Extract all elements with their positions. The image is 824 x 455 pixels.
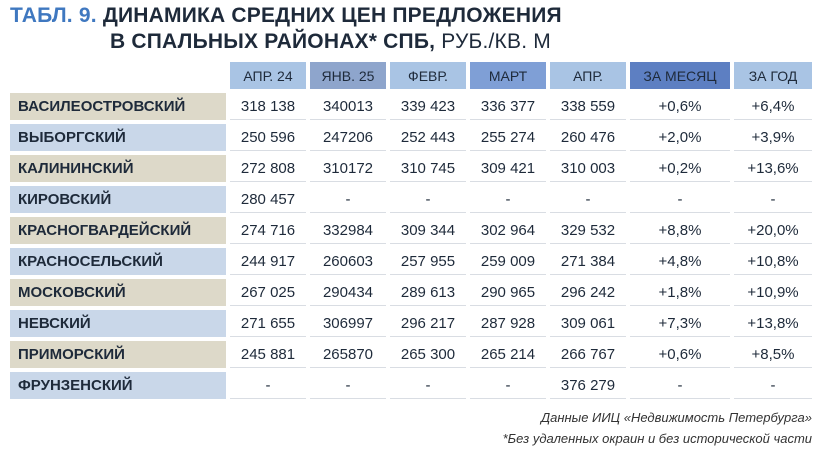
cell: +6,4% xyxy=(734,93,812,120)
cell: 309 061 xyxy=(550,310,626,337)
cell: 266 767 xyxy=(550,341,626,368)
table: АПР. 24 ЯНВ. 25 ФЕВР. МАРТ АПР. ЗА МЕСЯЦ ЗА ГО… xyxy=(10,62,812,399)
cell: 272 808 xyxy=(230,155,306,182)
cell: 296 217 xyxy=(390,310,466,337)
cell: 339 423 xyxy=(390,93,466,120)
column-header: ЗА ГОД xyxy=(734,62,812,89)
cell: 287 928 xyxy=(470,310,546,337)
cell: 267 025 xyxy=(230,279,306,306)
cell: 250 596 xyxy=(230,124,306,151)
cell: 306997 xyxy=(310,310,386,337)
cell: - xyxy=(734,372,812,399)
cell: - xyxy=(550,186,626,213)
cell: 290434 xyxy=(310,279,386,306)
cell: 309 421 xyxy=(470,155,546,182)
row-header: КИРОВСКИЙ xyxy=(10,186,226,213)
column-header: АПР. xyxy=(550,62,626,89)
title: В СПАЛЬНЫХ РАЙОНАХ* СПБ, xyxy=(110,30,436,53)
unit: РУБ./КВ. М xyxy=(441,30,551,53)
corner xyxy=(10,62,226,89)
cell: 259 009 xyxy=(470,248,546,275)
cell: 318 138 xyxy=(230,93,306,120)
cell: 274 716 xyxy=(230,217,306,244)
cell: +13,6% xyxy=(734,155,812,182)
cell: 257 955 xyxy=(390,248,466,275)
cell: 290 965 xyxy=(470,279,546,306)
cell: +3,9% xyxy=(734,124,812,151)
cell: 310 745 xyxy=(390,155,466,182)
cell: +0,6% xyxy=(630,93,730,120)
column-header: ЗА МЕСЯЦ xyxy=(630,62,730,89)
row-header: МОСКОВСКИЙ xyxy=(10,279,226,306)
cell: 244 917 xyxy=(230,248,306,275)
cell: - xyxy=(630,372,730,399)
cell: - xyxy=(310,372,386,399)
cell: 271 655 xyxy=(230,310,306,337)
column-header: ЯНВ. 25 xyxy=(310,62,386,89)
cell: 309 344 xyxy=(390,217,466,244)
cell: 265 214 xyxy=(470,341,546,368)
source: Данные ИИЦ «Недвижимость Петербурга» xyxy=(540,410,812,425)
cell: 271 384 xyxy=(550,248,626,275)
cell: - xyxy=(230,372,306,399)
cell: +1,8% xyxy=(630,279,730,306)
cell: - xyxy=(390,186,466,213)
row-header: КРАСНОСЕЛЬСКИЙ xyxy=(10,248,226,275)
cell: +0,2% xyxy=(630,155,730,182)
cell: 260 476 xyxy=(550,124,626,151)
row-header: ПРИМОРСКИЙ xyxy=(10,341,226,368)
cell: 296 242 xyxy=(550,279,626,306)
cell: +13,8% xyxy=(734,310,812,337)
row-header: ВЫБОРГСКИЙ xyxy=(10,124,226,151)
title-line: ТАБЛ. 9. ДИНАМИКА СРЕДНИХ ЦЕН ПРЕДЛОЖЕНИ… xyxy=(10,4,562,28)
cell: 245 881 xyxy=(230,341,306,368)
row-header: НЕВСКИЙ xyxy=(10,310,226,337)
cell: 260603 xyxy=(310,248,386,275)
cell: 302 964 xyxy=(470,217,546,244)
cell: +20,0% xyxy=(734,217,812,244)
cell: +10,8% xyxy=(734,248,812,275)
cell: 310 003 xyxy=(550,155,626,182)
note: *Без удаленных окраин и без исторической… xyxy=(502,431,812,446)
cell: 265 300 xyxy=(390,341,466,368)
cell: +0,6% xyxy=(630,341,730,368)
cell: +10,9% xyxy=(734,279,812,306)
cell: +4,8% xyxy=(630,248,730,275)
cell: 338 559 xyxy=(550,93,626,120)
cell: - xyxy=(630,186,730,213)
cell: - xyxy=(470,186,546,213)
cell: 289 613 xyxy=(390,279,466,306)
cell: 329 532 xyxy=(550,217,626,244)
cell: 255 274 xyxy=(470,124,546,151)
cell: - xyxy=(470,372,546,399)
cell: - xyxy=(734,186,812,213)
cell: 340013 xyxy=(310,93,386,120)
cell: - xyxy=(310,186,386,213)
row-header: КАЛИНИНСКИЙ xyxy=(10,155,226,182)
cell: - xyxy=(390,372,466,399)
row-header: ВАСИЛЕОСТРОВСКИЙ xyxy=(10,93,226,120)
row-header: ФРУНЗЕНСКИЙ xyxy=(10,372,226,399)
cell: 332984 xyxy=(310,217,386,244)
title-line: В СПАЛЬНЫХ РАЙОНАХ* СПБ, РУБ./КВ. М xyxy=(110,30,551,54)
cell: 280 457 xyxy=(230,186,306,213)
cell: 310172 xyxy=(310,155,386,182)
cell: +8,8% xyxy=(630,217,730,244)
cell: 336 377 xyxy=(470,93,546,120)
cell: 376 279 xyxy=(550,372,626,399)
column-header: МАРТ xyxy=(470,62,546,89)
row-header: КРАСНОГВАРДЕЙСКИЙ xyxy=(10,217,226,244)
cell: +7,3% xyxy=(630,310,730,337)
cell: 252 443 xyxy=(390,124,466,151)
cell: +2,0% xyxy=(630,124,730,151)
cell: 265870 xyxy=(310,341,386,368)
column-header: ФЕВР. xyxy=(390,62,466,89)
column-header: АПР. 24 xyxy=(230,62,306,89)
cell: 247206 xyxy=(310,124,386,151)
table-label: ТАБЛ. 9. xyxy=(10,4,97,27)
cell: +8,5% xyxy=(734,341,812,368)
title: ДИНАМИКА СРЕДНИХ ЦЕН ПРЕДЛОЖЕНИЯ xyxy=(102,4,562,27)
